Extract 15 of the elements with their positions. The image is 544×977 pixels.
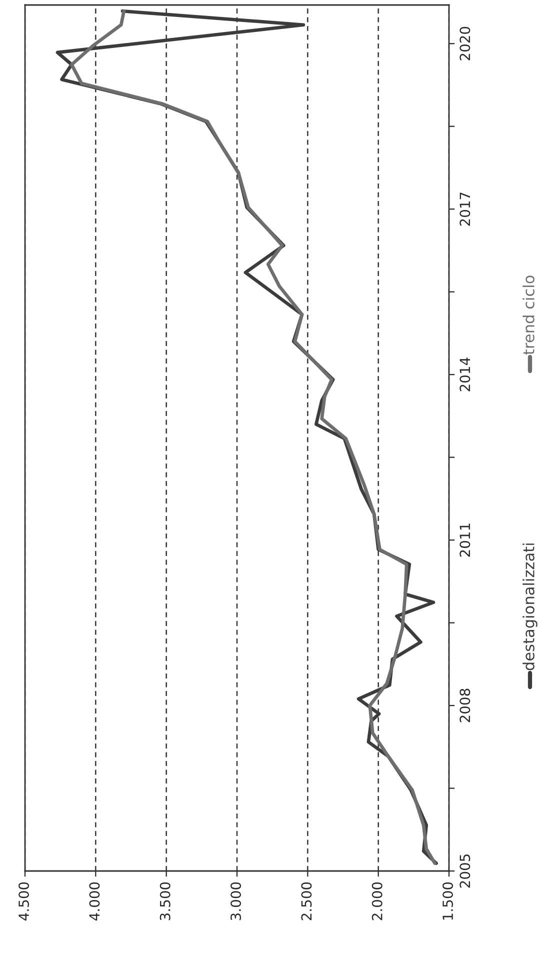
x-tick-label: 4.000 (89, 882, 100, 920)
text: destagionalizzati (522, 544, 538, 670)
y-tick-label: 2005 (460, 854, 470, 888)
y-tick-label: 2017 (460, 192, 470, 226)
text: trend ciclo (522, 276, 534, 355)
x-tick-label: 2.000 (372, 882, 382, 920)
x-tick-label: 1.500 (442, 882, 454, 920)
x-tick-label: 3.000 (230, 882, 242, 920)
x-tick-label: 2.500 (301, 882, 312, 920)
x-tick-label: 4.500 (18, 882, 30, 920)
y-tick-label: 2014 (460, 358, 470, 392)
y-tick-label: 2008 (460, 688, 470, 722)
y-tick-label: 2011 (460, 524, 470, 557)
y-tick-label: 2020 (460, 26, 470, 60)
x-tick-label: 3.500 (160, 882, 170, 920)
